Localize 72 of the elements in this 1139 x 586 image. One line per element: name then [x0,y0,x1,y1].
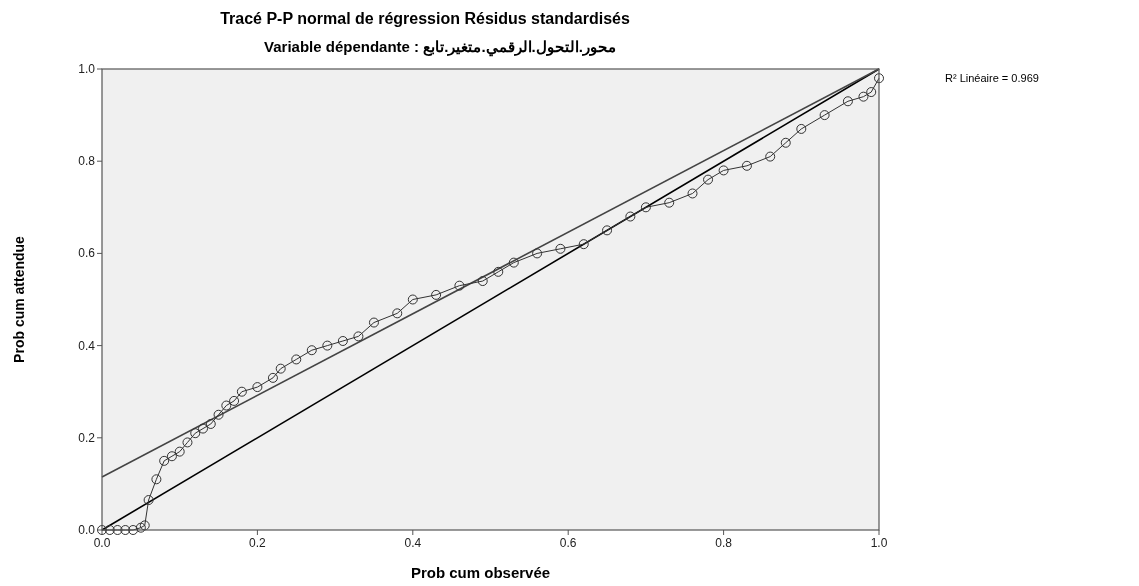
point [291,354,302,365]
point [392,308,403,319]
point [640,202,651,213]
point [213,409,224,420]
x-tick-label: 0.2 [249,536,267,550]
point [128,525,139,535]
point [135,522,146,533]
chart-title: Tracé P-P normal de régression Résidus standardisés [220,10,630,27]
point [765,151,776,162]
y-tick-label: 0.6 [78,246,96,261]
point [275,363,286,374]
point [431,289,442,300]
point [508,257,519,268]
point [198,423,209,434]
point [687,188,698,199]
point [236,386,247,397]
point [780,137,791,148]
x-tick-label: 0.8 [715,536,733,550]
point [477,276,488,287]
point [874,73,884,84]
point [267,372,278,383]
y-tick-label: 0.8 [78,154,96,169]
text: R² Linéaire = 0.969 [945,72,1039,84]
point [555,243,566,254]
point [454,280,465,291]
point [625,211,636,222]
point [532,248,543,259]
point [664,197,675,208]
point [182,437,193,448]
point [337,335,348,346]
point [703,174,714,185]
y-axis-title: Prob cum attendue [11,235,27,363]
y-tick-label: 1.0 [78,62,96,76]
x-tick-label: 1.0 [870,536,888,550]
point [159,455,170,466]
point [229,395,240,406]
point [407,294,418,305]
point [151,474,162,485]
point [741,160,752,171]
point [796,123,807,134]
point [368,317,379,328]
x-tick-label: 0.4 [404,536,422,550]
point [842,96,853,107]
point [866,87,877,98]
point [205,418,216,429]
point [166,451,177,462]
chart-subtitle: Variable dépendante : محور.التحول.الرقمي.متغير.تابع [264,38,616,57]
y-tick-label: 0.4 [78,338,96,353]
point [306,345,317,356]
point [97,525,107,535]
point [322,340,333,351]
point [120,525,131,535]
point [252,382,263,393]
point [493,266,504,277]
y-tick-label: 0.0 [78,523,96,537]
point [602,225,613,236]
y-tick-label: 0.2 [78,430,96,445]
point [718,165,729,176]
point [104,525,115,535]
point [578,239,589,250]
point [221,400,232,411]
x-tick-label: 0.0 [93,536,111,550]
point [174,446,185,457]
point [143,495,154,506]
x-tick-label: 0.6 [559,536,577,550]
point [353,331,364,342]
point [190,428,201,439]
point [112,525,123,535]
point [139,520,150,531]
point [858,91,869,102]
point [819,110,830,121]
x-axis-title: Prob cum observée [410,564,551,581]
